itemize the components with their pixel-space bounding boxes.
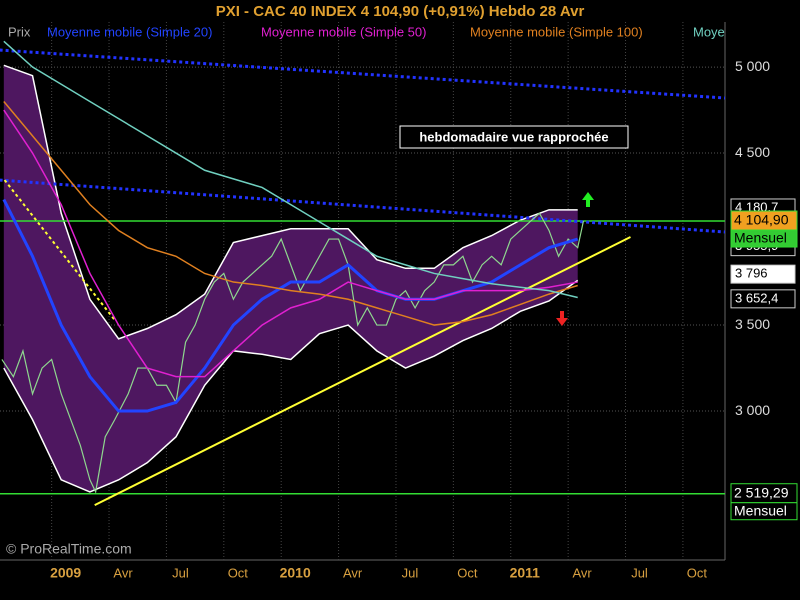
level-note-box bbox=[730, 502, 798, 521]
line bbox=[3, 40, 578, 299]
line bbox=[1, 212, 585, 494]
line bbox=[2, 198, 579, 413]
x-tick-label: 2011 bbox=[510, 565, 541, 581]
legend-entry: Prix bbox=[8, 24, 31, 39]
x-tick-label: Jul bbox=[631, 565, 648, 580]
up-arrow bbox=[582, 192, 594, 207]
down-arrow bbox=[556, 311, 568, 326]
level-label: 2 519,29 bbox=[734, 484, 789, 500]
x-tick-label: Avr bbox=[113, 565, 133, 580]
level-note-box bbox=[730, 229, 798, 248]
x-tick-label: 2010 bbox=[280, 565, 311, 581]
chart-title: PXI - CAC 40 INDEX 4 104,90 (+0,91%) Heb… bbox=[216, 3, 585, 20]
level-note: Mensuel bbox=[734, 230, 787, 246]
line bbox=[3, 100, 578, 326]
y-tick-label: 5 000 bbox=[735, 58, 770, 74]
price-label-box bbox=[730, 264, 796, 284]
annotation-box bbox=[399, 125, 629, 149]
annotation: hebdomadaire vue rapprochée bbox=[419, 129, 608, 144]
plot-area bbox=[0, 22, 726, 560]
price-label: 3 796 bbox=[735, 266, 768, 281]
line bbox=[3, 109, 578, 378]
trend-line bbox=[0, 178, 726, 234]
x-tick-label: Oct bbox=[457, 565, 478, 580]
trend-line bbox=[94, 236, 631, 507]
legend-entry: Moyenne mobile (Simple 20) bbox=[47, 24, 212, 39]
upper-band bbox=[3, 64, 578, 340]
price-label: 3 652,4 bbox=[735, 290, 778, 305]
x-tick-label: Oct bbox=[687, 565, 708, 580]
legend-entry: Moyenne mobile (Simple 100) bbox=[470, 24, 643, 39]
x-tick-label: Jul bbox=[402, 565, 419, 580]
price-label-box bbox=[730, 289, 796, 309]
y-tick-label: 3 500 bbox=[735, 316, 770, 332]
level-label: 4 104,90 bbox=[734, 212, 789, 228]
legend-entry: Moyenne mobile (Simple 50) bbox=[261, 24, 426, 39]
trend-line bbox=[0, 48, 726, 100]
legend-entry: Moye bbox=[693, 24, 725, 39]
y-tick-label: 4 500 bbox=[735, 144, 770, 160]
x-tick-label: Avr bbox=[573, 565, 593, 580]
x-tick-label: Jul bbox=[172, 565, 189, 580]
band-fill bbox=[3, 65, 578, 492]
x-tick-label: Oct bbox=[228, 565, 249, 580]
x-tick-label: Avr bbox=[343, 565, 363, 580]
lower-band bbox=[3, 279, 579, 493]
watermark: © ProRealTime.com bbox=[6, 541, 132, 557]
y-tick-label: 3 000 bbox=[735, 402, 770, 418]
level-note: Mensuel bbox=[734, 502, 787, 518]
x-tick-label: 2009 bbox=[50, 565, 81, 581]
